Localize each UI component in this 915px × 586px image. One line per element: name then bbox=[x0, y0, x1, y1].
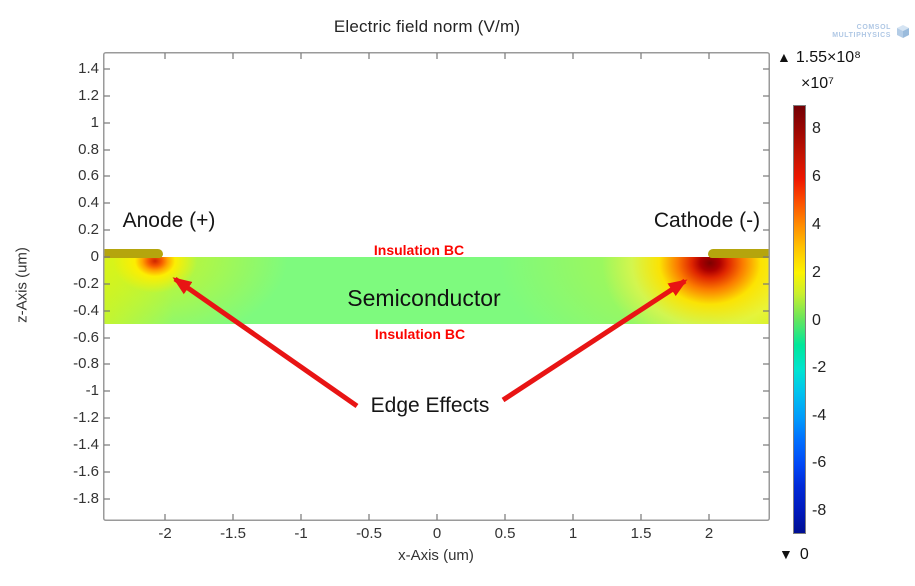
z-tick-label: -0.2 bbox=[73, 275, 99, 292]
colorbar-min-row: ▼ 0 bbox=[779, 546, 809, 564]
z-tick-label: 0 bbox=[90, 248, 99, 265]
x-axis-title: x-Axis (um) bbox=[398, 547, 474, 564]
z-tick-label: 1 bbox=[90, 114, 99, 131]
insulation-bc-bottom-label: Insulation BC bbox=[374, 326, 466, 342]
x-tick-label: -1 bbox=[294, 525, 308, 542]
comsol-cube-icon bbox=[897, 25, 909, 38]
cathode-label: Cathode (-) bbox=[653, 209, 761, 232]
insulation-bc-top-label: Insulation BC bbox=[373, 242, 465, 258]
colorbar-tick-label: 4 bbox=[812, 216, 821, 233]
comsol-logo: COMSOL MULTIPHYSICS bbox=[832, 23, 911, 40]
x-tick-label: -0.5 bbox=[356, 525, 382, 542]
colorbar-tick-label: -2 bbox=[812, 359, 827, 376]
z-tick-label: 0.6 bbox=[78, 167, 99, 184]
z-tick-label: 0.4 bbox=[78, 194, 99, 211]
colorbar-tick-label: 6 bbox=[812, 168, 821, 185]
x-tick-label: 2 bbox=[704, 525, 714, 542]
colorbar-tick-label: 0 bbox=[812, 312, 821, 329]
anode-electrode bbox=[103, 249, 163, 258]
z-tick-label: 0.8 bbox=[78, 141, 99, 158]
x-tick-label: -1.5 bbox=[220, 525, 246, 542]
colorbar-tick-label: -8 bbox=[812, 502, 827, 519]
z-tick-label: 0.2 bbox=[78, 221, 99, 238]
x-tick-label: 1 bbox=[568, 525, 578, 542]
z-axis-title: z-Axis (um) bbox=[13, 247, 31, 323]
x-tick-label: 1.5 bbox=[630, 525, 652, 542]
min-marker-icon: ▼ bbox=[779, 546, 793, 562]
comsol-logo-line1: COMSOL bbox=[856, 23, 891, 31]
z-tick-label: -1.4 bbox=[73, 436, 99, 453]
anode-label: Anode (+) bbox=[122, 209, 216, 232]
colorbar-tick-label: 2 bbox=[812, 264, 821, 281]
edge-effects-label: Edge Effects bbox=[370, 394, 490, 417]
z-tick-label: -1.8 bbox=[73, 490, 99, 507]
x-tick-label: 0.5 bbox=[494, 525, 516, 542]
max-marker-icon: ▲ bbox=[777, 49, 791, 65]
x-tick-label: -2 bbox=[158, 525, 172, 542]
colorbar-gradient bbox=[793, 105, 806, 534]
colorbar-max-row: ▲ 1.55×10⁸ bbox=[777, 49, 861, 67]
z-tick-label: -1.2 bbox=[73, 409, 99, 426]
z-tick-label: -0.8 bbox=[73, 355, 99, 372]
plot-title: Electric field norm (V/m) bbox=[333, 17, 521, 36]
z-tick-label: -0.4 bbox=[73, 302, 99, 319]
cathode-electrode bbox=[708, 249, 770, 258]
x-tick-label: 0 bbox=[432, 525, 442, 542]
z-tick-label: 1.4 bbox=[78, 60, 99, 77]
z-tick-label: 1.2 bbox=[78, 87, 99, 104]
colorbar-tick-label: 8 bbox=[812, 120, 821, 137]
colorbar-max-value: 1.55×10⁸ bbox=[795, 49, 861, 66]
semiconductor-label: Semiconductor bbox=[347, 285, 501, 311]
colorbar-unit: ×10⁷ bbox=[801, 75, 834, 92]
colorbar-tick-label: -4 bbox=[812, 407, 827, 424]
colorbar-tick-label: -6 bbox=[812, 454, 827, 471]
comsol-logo-line2: MULTIPHYSICS bbox=[832, 31, 891, 39]
z-tick-label: -1.6 bbox=[73, 463, 99, 480]
z-tick-label: -1 bbox=[85, 382, 99, 399]
z-tick-label: -0.6 bbox=[73, 329, 99, 346]
colorbar-min-value: 0 bbox=[799, 546, 809, 563]
